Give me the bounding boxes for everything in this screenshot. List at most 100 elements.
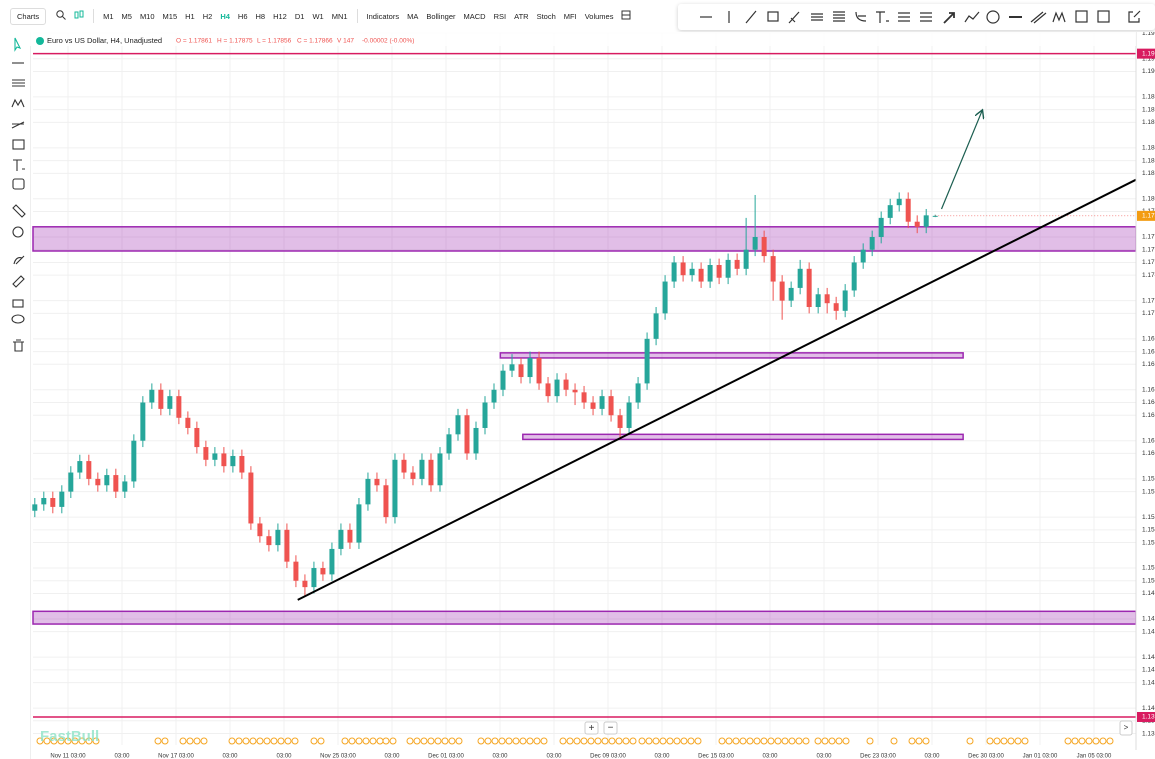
indicator[interactable]: Volumes	[584, 11, 614, 21]
tool-text[interactable]	[876, 11, 889, 23]
x-tick-label: Dec 01 03:00	[428, 754, 464, 759]
timeframe[interactable]: H4	[220, 11, 230, 21]
top-toolbar: Charts M1 M5 M10 M15 H1 H2 H4 H6 H8 H12 D1 W1 MN1 Indi…	[0, 0, 676, 32]
tool-brush[interactable]	[788, 11, 800, 24]
event-icon	[382, 737, 390, 745]
timeframe[interactable]: M10	[139, 11, 155, 21]
symbol: Euro vs US Dollar, H4, Unadjusted	[47, 36, 162, 45]
tool-parallel[interactable]	[1030, 11, 1047, 24]
y-tick-label: 1.168	[1142, 348, 1155, 355]
tool-text[interactable]	[13, 159, 25, 171]
event-icon	[92, 737, 100, 745]
timeframe[interactable]: M5	[121, 11, 132, 21]
tool-circle[interactable]	[986, 10, 1000, 24]
tool-lock[interactable]	[12, 299, 24, 308]
candle-body	[824, 294, 830, 304]
indicator[interactable]: MACD	[463, 11, 486, 21]
tool-magnet[interactable]	[13, 255, 25, 265]
candle-body	[491, 389, 497, 403]
timeframe[interactable]: H1	[185, 11, 195, 21]
tool-fib[interactable]	[833, 11, 845, 22]
x-tick-label: 03:00	[114, 754, 130, 759]
event-icon	[249, 737, 257, 745]
indicator[interactable]: Stoch	[536, 11, 556, 21]
tool-pattern[interactable]	[11, 98, 25, 108]
zone	[32, 610, 1137, 625]
timeframe[interactable]: D1	[294, 11, 305, 21]
timeframe[interactable]: W1	[312, 11, 324, 21]
candle-body	[815, 294, 821, 308]
candle-body	[482, 402, 488, 428]
scroll-right[interactable]	[1119, 720, 1133, 736]
tool-arrow[interactable]	[943, 12, 955, 24]
y-tick-label: 1.150	[1142, 577, 1155, 584]
price-tag: 1.191	[1142, 50, 1155, 57]
event-icon	[291, 737, 299, 745]
event-icon	[355, 737, 363, 745]
candle-body	[32, 504, 38, 511]
candle-body	[122, 481, 128, 492]
y-tick-label: 1.184	[1142, 145, 1155, 152]
tool-fib[interactable]	[11, 121, 25, 129]
tool-more[interactable]	[12, 178, 25, 190]
event-icon	[559, 737, 567, 745]
y-tick-label: 1.164	[1142, 399, 1155, 406]
event-icon	[1085, 737, 1093, 745]
tool-rect[interactable]	[767, 11, 779, 22]
x-tick-label: Nov 17 03:00	[158, 754, 194, 759]
tool-fib-arc[interactable]	[855, 11, 867, 22]
event-icon	[477, 737, 485, 745]
event-icon	[369, 737, 377, 745]
indicator[interactable]: ATR	[514, 11, 529, 21]
candle-body	[374, 478, 380, 486]
tool-line[interactable]	[745, 10, 757, 24]
timeframe[interactable]: M1	[103, 11, 114, 21]
tool-pattern[interactable]	[1052, 11, 1066, 23]
indicator[interactable]: Bollinger	[426, 11, 456, 21]
charts-menu[interactable]: Charts	[10, 7, 47, 25]
chart-type[interactable]	[70, 10, 88, 22]
tool-lines[interactable]	[12, 79, 25, 87]
candle-body	[203, 447, 209, 460]
zoom-out[interactable]	[603, 721, 618, 735]
event-icon	[228, 737, 236, 745]
candle-body	[221, 453, 227, 467]
tool-lock-draw[interactable]	[12, 275, 25, 288]
tool-gann[interactable]	[898, 12, 910, 22]
indicator[interactable]: RSI	[493, 11, 507, 21]
tool-short[interactable]	[1097, 10, 1110, 23]
search[interactable]	[52, 10, 70, 22]
timeframe[interactable]: H2	[202, 11, 213, 21]
tool-channel[interactable]	[811, 13, 823, 21]
tool-export[interactable]	[1128, 10, 1141, 23]
timeframe[interactable]: M15	[162, 11, 178, 21]
tool-cursor[interactable]	[14, 37, 22, 52]
timeframe[interactable]: H12	[273, 11, 287, 21]
event-icon	[154, 737, 162, 745]
timeframe[interactable]: H6	[237, 11, 248, 21]
tool-levels[interactable]	[920, 12, 932, 22]
event-icon	[242, 737, 250, 745]
x-tick-label: 03:00	[924, 754, 940, 759]
candle-body	[509, 364, 515, 371]
event-icon	[739, 737, 747, 745]
tool-zoom[interactable]	[12, 226, 24, 238]
candle-body	[104, 475, 110, 486]
candle-body	[797, 268, 803, 288]
tool-long[interactable]	[1075, 10, 1088, 23]
tool-visibility[interactable]	[11, 314, 25, 324]
timeframe[interactable]: MN1	[331, 11, 348, 21]
tool-ruler[interactable]	[12, 204, 26, 218]
timeframe[interactable]: H8	[255, 11, 266, 21]
candle-body	[266, 536, 272, 546]
indicators-menu[interactable]: Indicators	[366, 11, 400, 21]
x-tick-label: 03:00	[546, 754, 562, 759]
layout[interactable]	[617, 10, 635, 22]
candle-body	[581, 392, 587, 403]
indicator[interactable]: MFI	[563, 11, 577, 21]
tool-delete[interactable]	[13, 339, 24, 352]
tool-path[interactable]	[964, 11, 980, 23]
indicator[interactable]: MA	[407, 11, 419, 21]
zoom-in[interactable]	[584, 721, 599, 735]
tool-rect[interactable]	[12, 139, 25, 150]
